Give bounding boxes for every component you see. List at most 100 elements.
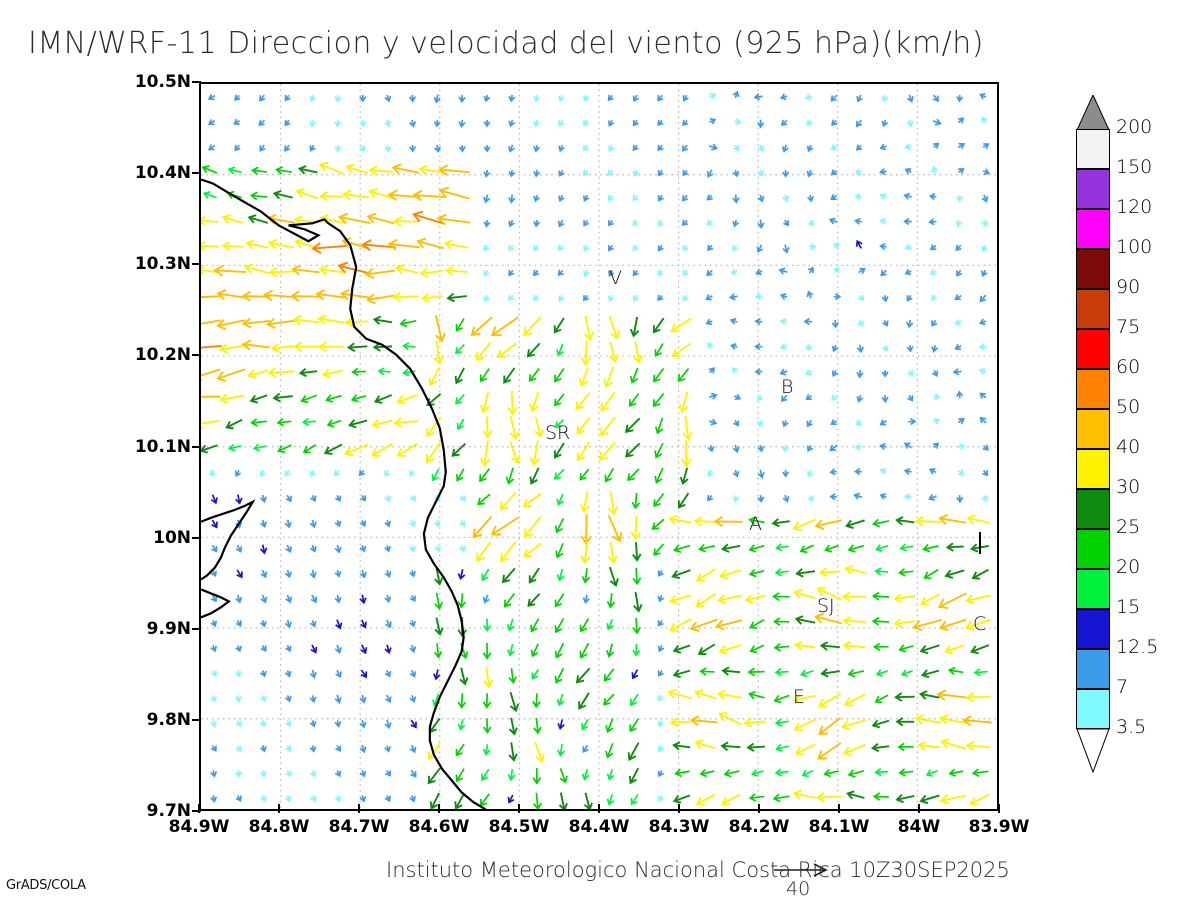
wind-vector-arrow bbox=[879, 419, 887, 426]
wind-vector-arrow bbox=[728, 293, 738, 301]
colorbar-underflow-arrow bbox=[1076, 729, 1110, 773]
wind-vector-arrow bbox=[293, 341, 319, 352]
wind-vector-arrow bbox=[677, 368, 690, 383]
wind-vector-arrow bbox=[818, 716, 842, 735]
wind-vector-arrow bbox=[793, 640, 816, 651]
colorbar-band bbox=[1076, 489, 1110, 529]
colorbar-band bbox=[1076, 409, 1110, 449]
wind-vector-arrow bbox=[333, 469, 341, 477]
wind-vector-arrow bbox=[243, 263, 270, 275]
wind-vector-arrow bbox=[816, 586, 842, 601]
wind-vector-arrow bbox=[210, 745, 217, 752]
wind-vector-arrow bbox=[311, 241, 347, 254]
wind-vector-arrow bbox=[792, 789, 816, 800]
wind-vector-arrow bbox=[210, 570, 217, 578]
wind-vector-arrow bbox=[872, 792, 889, 801]
wind-vector-arrow bbox=[804, 93, 813, 101]
wind-vector-arrow bbox=[830, 194, 838, 200]
wind-vector-arrow bbox=[607, 541, 618, 565]
wind-vector-arrow bbox=[747, 690, 765, 700]
wind-vector-arrow bbox=[454, 343, 465, 355]
wind-vector-arrow bbox=[522, 492, 542, 508]
wind-vector-arrow bbox=[284, 619, 292, 629]
wind-vector-arrow bbox=[871, 591, 889, 601]
wind-vector-arrow bbox=[459, 519, 466, 528]
wind-vector-arrow bbox=[907, 369, 914, 377]
wind-vector-arrow bbox=[234, 94, 241, 102]
wind-vector-arrow bbox=[298, 367, 318, 378]
wind-vector-arrow bbox=[368, 165, 394, 176]
wind-vector-arrow bbox=[774, 667, 789, 677]
wind-vector-arrow bbox=[554, 393, 565, 407]
wind-vector-arrow bbox=[931, 319, 938, 327]
wind-vector-arrow bbox=[792, 694, 816, 705]
wind-vector-arrow bbox=[923, 568, 939, 580]
wind-vector-arrow bbox=[904, 243, 912, 251]
wind-vector-field bbox=[201, 90, 992, 810]
wind-vector-arrow bbox=[756, 394, 763, 402]
colorbar-tick-label: 7 bbox=[1116, 676, 1129, 698]
wind-vector-arrow bbox=[748, 516, 765, 525]
wind-vector-arrow bbox=[458, 119, 466, 128]
wind-vector-arrow bbox=[259, 620, 267, 628]
wind-vector-arrow bbox=[938, 618, 967, 632]
x-axis-tick-label: 84.3W bbox=[648, 817, 710, 837]
wind-vector-arrow bbox=[302, 444, 317, 454]
wind-vector-arrow bbox=[881, 119, 889, 128]
wind-vector-arrow bbox=[508, 119, 516, 128]
wind-vector-arrow bbox=[534, 741, 545, 763]
wind-vector-arrow bbox=[508, 219, 515, 228]
wind-vector-arrow bbox=[507, 769, 516, 782]
x-axis-tick-label: 84.8W bbox=[248, 817, 310, 837]
wind-vector-arrow bbox=[782, 194, 790, 203]
wind-vector-arrow bbox=[780, 119, 788, 127]
wind-vector-arrow bbox=[694, 739, 717, 750]
wind-vector-arrow bbox=[599, 416, 616, 437]
wind-vector-arrow bbox=[384, 770, 391, 777]
wind-vector-arrow bbox=[479, 468, 491, 483]
wind-vector-arrow bbox=[507, 794, 515, 804]
wind-vector-arrow bbox=[856, 344, 864, 354]
wind-vector-arrow bbox=[249, 394, 268, 404]
wind-vector-arrow bbox=[482, 594, 490, 604]
wind-vector-arrow bbox=[948, 768, 964, 777]
wind-vector-arrow bbox=[954, 343, 962, 351]
wind-vector-arrow bbox=[757, 469, 765, 479]
wind-vector-arrow bbox=[259, 494, 267, 504]
x-axis-tick-mark bbox=[278, 804, 280, 813]
wind-vector-arrow bbox=[459, 494, 466, 502]
wind-vector-arrow bbox=[919, 794, 940, 805]
wind-vector-arrow bbox=[677, 492, 690, 509]
wind-vector-arrow bbox=[426, 416, 442, 437]
wind-vector-arrow bbox=[709, 117, 717, 125]
wind-vector-arrow bbox=[575, 391, 591, 411]
wind-vector-arrow bbox=[309, 544, 317, 553]
wind-vector-arrow bbox=[799, 669, 814, 678]
wind-vector-arrow bbox=[260, 695, 267, 703]
wind-vector-arrow bbox=[576, 417, 591, 435]
wind-vector-arrow bbox=[917, 740, 941, 751]
wind-vector-arrow bbox=[409, 570, 417, 578]
wind-vector-arrow bbox=[932, 442, 940, 449]
wind-vector-arrow bbox=[831, 344, 839, 353]
x-axis-tick-label: 84.9W bbox=[168, 817, 230, 837]
wind-vector-arrow bbox=[396, 442, 418, 457]
wind-vector-arrow bbox=[319, 191, 344, 202]
wind-vector-arrow bbox=[792, 518, 817, 532]
wind-vector-arrow bbox=[344, 443, 369, 457]
wind-vector-arrow bbox=[359, 719, 367, 729]
wind-vector-arrow bbox=[871, 743, 890, 753]
wind-vector-arrow bbox=[201, 295, 222, 299]
wind-vector-arrow bbox=[732, 194, 740, 204]
wind-vector-arrow bbox=[971, 768, 989, 777]
wind-vector-arrow bbox=[309, 569, 317, 579]
wind-vector-arrow bbox=[672, 644, 691, 654]
wind-vector-arrow bbox=[247, 214, 269, 224]
wind-vector-arrow bbox=[455, 318, 465, 332]
colorbar-overflow-arrow bbox=[1076, 95, 1110, 131]
wind-vector-arrow bbox=[829, 468, 837, 476]
wind-vector-arrow bbox=[503, 593, 515, 608]
wind-vector-arrow bbox=[575, 667, 591, 684]
wind-vector-arrow bbox=[335, 669, 342, 679]
wind-vector-arrow bbox=[829, 493, 837, 501]
